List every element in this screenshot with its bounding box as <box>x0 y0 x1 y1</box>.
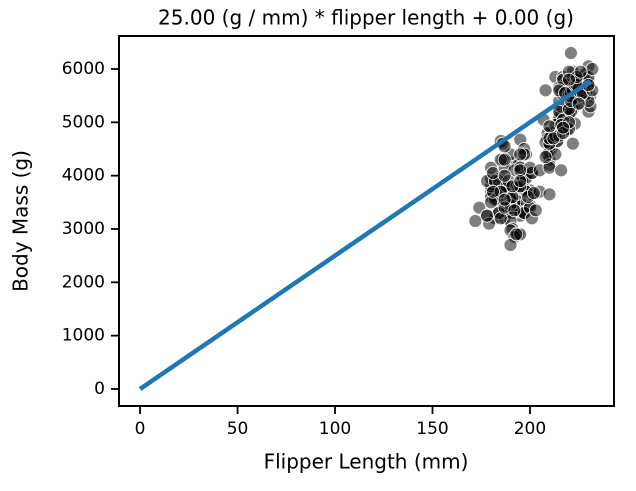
axes-frame <box>118 35 615 407</box>
chart-title: 25.00 (g / mm) * flipper length + 0.00 (… <box>158 6 574 30</box>
x-tick-label: 150 <box>416 419 448 439</box>
x-tick-label: 0 <box>135 419 146 439</box>
y-tick-label: 6000 <box>62 59 105 79</box>
point <box>486 166 500 180</box>
point <box>573 64 588 79</box>
point <box>507 203 522 218</box>
y-tick-label: 3000 <box>62 219 105 239</box>
y-axis-label: Body Mass (g) <box>9 150 33 292</box>
point <box>468 214 483 228</box>
y-tick-label: 1000 <box>62 326 105 346</box>
point <box>554 163 569 178</box>
point <box>486 184 500 199</box>
y-tick-label: 5000 <box>62 112 105 132</box>
y-tick-label: 0 <box>94 379 105 399</box>
point <box>542 119 557 134</box>
x-tick-label: 50 <box>227 419 249 439</box>
point <box>571 96 586 111</box>
x-tick-label: 200 <box>514 419 546 439</box>
point <box>509 227 524 242</box>
y-tick-label: 2000 <box>62 272 105 292</box>
x-tick-label: 100 <box>319 419 351 439</box>
point <box>565 136 580 151</box>
point <box>513 174 528 188</box>
point <box>497 168 512 183</box>
point <box>513 147 528 162</box>
y-tick-label: 4000 <box>62 166 105 186</box>
x-axis-label: Flipper Length (mm) <box>264 450 469 474</box>
point <box>542 187 557 202</box>
point <box>528 203 543 218</box>
point <box>497 192 512 207</box>
point <box>562 72 576 87</box>
point <box>538 150 553 164</box>
point <box>564 46 578 60</box>
point <box>538 83 553 98</box>
point <box>497 152 512 167</box>
point <box>526 186 541 200</box>
point <box>480 208 494 223</box>
point <box>585 62 600 76</box>
fit-line <box>138 79 592 391</box>
point <box>503 238 518 252</box>
plot-area <box>138 46 600 391</box>
point <box>556 120 571 135</box>
